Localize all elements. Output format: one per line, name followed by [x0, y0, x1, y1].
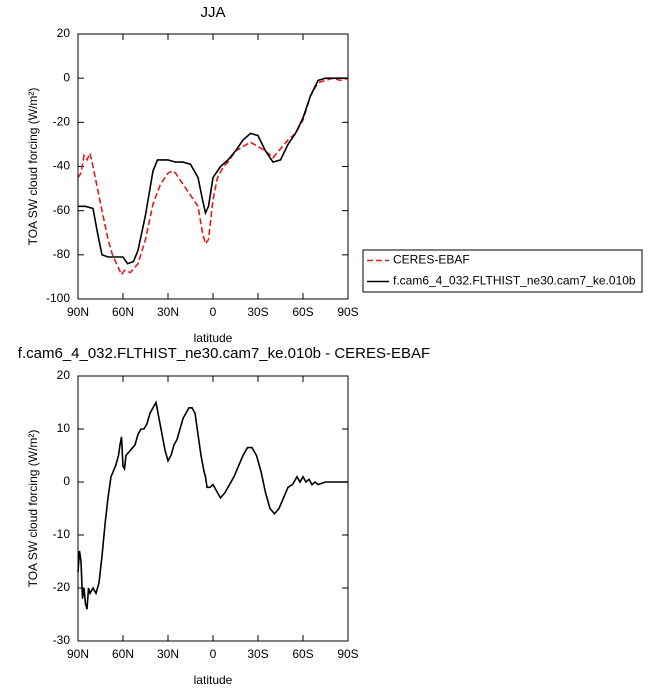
plot-frame — [77, 33, 349, 300]
y-axis-label: TOA SW cloud forcing (W/m²) — [26, 430, 40, 588]
y-tick-label: 0 — [63, 70, 70, 84]
x-tick-label: 60N — [112, 647, 134, 661]
x-tick-label: 90S — [337, 647, 358, 661]
x-tick-label: 90S — [337, 305, 358, 319]
data-line — [78, 77, 348, 265]
y-tick-label: -80 — [53, 247, 71, 261]
legend-box — [362, 249, 643, 293]
data-line — [77, 77, 349, 277]
x-tick-label: 30S — [247, 647, 268, 661]
y-tick-label: -30 — [53, 633, 71, 647]
x-tick-label: 60N — [112, 305, 134, 319]
x-axis-label: latitude — [194, 673, 233, 687]
x-tick-label: 30N — [157, 305, 179, 319]
y-tick-label: 0 — [63, 474, 70, 488]
x-tick-label: 90N — [67, 305, 89, 319]
y-tick-label: 20 — [57, 26, 71, 40]
y-tick-label: -10 — [53, 527, 71, 541]
x-tick-label: 90N — [67, 647, 89, 661]
y-tick-label: 20 — [57, 368, 71, 382]
y-tick-label: -20 — [53, 580, 71, 594]
chart-title: JJA — [200, 4, 225, 21]
x-tick-label: 60S — [292, 305, 313, 319]
x-tick-label: 0 — [210, 647, 217, 661]
legend-label: CERES-EBAF — [393, 253, 470, 267]
x-tick-label: 30S — [247, 305, 268, 319]
y-tick-label: -60 — [53, 203, 71, 217]
y-tick-label: -100 — [46, 291, 70, 305]
plot-frame — [77, 375, 349, 642]
legend-label: f.cam6_4_032.FLTHIST_ne30.cam7_ke.010b — [393, 274, 636, 288]
x-tick-label: 30N — [157, 647, 179, 661]
data-line — [77, 400, 348, 610]
x-axis-label: latitude — [194, 331, 233, 345]
y-tick-label: 10 — [57, 421, 71, 435]
chart-title: f.cam6_4_032.FLTHIST_ne30.cam7_ke.010b -… — [18, 345, 430, 362]
y-tick-label: -20 — [53, 115, 71, 129]
y-tick-label: -40 — [53, 159, 71, 173]
y-axis-label: TOA SW cloud forcing (W/m²) — [26, 88, 40, 246]
x-tick-label: 0 — [210, 305, 217, 319]
x-tick-label: 60S — [292, 647, 313, 661]
